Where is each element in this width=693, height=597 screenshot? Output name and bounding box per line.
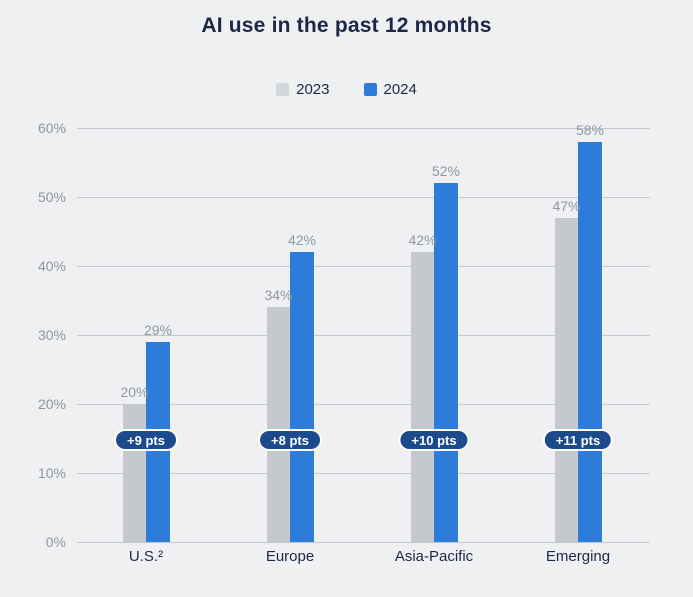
x-axis-label: Asia-Pacific <box>394 548 474 565</box>
y-tick-label: 20% <box>37 396 66 412</box>
bar-2024 <box>578 141 602 542</box>
x-axis-label: U.S.² <box>128 548 164 565</box>
bar-value-label: 52% <box>431 163 461 180</box>
legend-swatch-2024 <box>363 83 377 96</box>
legend-label: 2024 <box>383 81 417 98</box>
y-tick-label: 60% <box>37 120 66 136</box>
gridline-20% <box>77 404 650 405</box>
chart-title: AI use in the past 12 months <box>201 14 492 37</box>
bar-value-label: 34% <box>264 287 293 304</box>
bar-2023 <box>411 252 434 542</box>
gridline-30% <box>77 335 650 336</box>
legend-swatch-2023 <box>276 83 290 96</box>
gridline-0% <box>77 542 650 543</box>
bar-2023 <box>123 404 146 542</box>
y-tick-label: 10% <box>37 465 66 481</box>
gridline-40% <box>77 266 650 267</box>
bar-2024 <box>434 183 458 542</box>
gridline-60% <box>77 128 650 129</box>
y-tick-label: 0% <box>45 534 66 550</box>
legend-item-2024: 2024 <box>363 81 417 98</box>
bar-value-label: 42% <box>408 232 437 249</box>
bar-value-label: 42% <box>287 232 317 249</box>
y-tick-label: 40% <box>37 258 66 274</box>
bar-value-label: 58% <box>575 121 605 138</box>
bar-value-label: 47% <box>552 197 581 214</box>
delta-pill: +8 pts <box>258 429 322 451</box>
delta-pill: +10 pts <box>398 429 470 451</box>
bar-2024 <box>290 252 314 542</box>
gridline-50% <box>77 197 650 198</box>
legend: 2023 2024 <box>0 81 693 98</box>
legend-item-2023: 2023 <box>276 81 330 98</box>
legend-label: 2023 <box>296 81 330 98</box>
y-tick-label: 30% <box>37 327 66 343</box>
bar-2023 <box>267 307 290 542</box>
bar-value-label: 29% <box>143 321 173 338</box>
delta-pill: +9 pts <box>114 429 178 451</box>
delta-pill: +11 pts <box>542 429 614 451</box>
y-tick-label: 50% <box>37 189 66 205</box>
x-axis-label: Emerging <box>545 548 611 565</box>
bar-value-label: 20% <box>120 384 149 400</box>
x-axis-label: Europe <box>265 548 315 565</box>
gridline-10% <box>77 473 650 474</box>
bar-2023 <box>555 217 578 542</box>
